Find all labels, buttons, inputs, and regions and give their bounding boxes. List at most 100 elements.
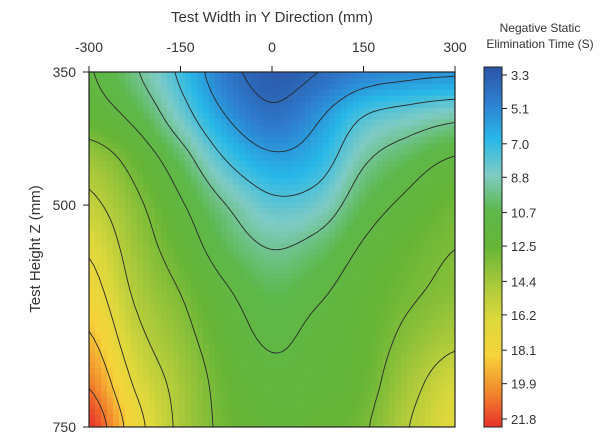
heatmap-cell bbox=[275, 202, 282, 209]
heatmap-cell bbox=[143, 184, 150, 191]
heatmap-cell bbox=[233, 237, 240, 245]
heatmap-cell bbox=[311, 415, 318, 422]
heatmap-cell bbox=[371, 77, 378, 85]
heatmap-cell bbox=[389, 320, 396, 328]
heatmap-cell bbox=[359, 95, 366, 103]
heatmap-cell bbox=[437, 296, 444, 304]
heatmap-cell bbox=[239, 137, 246, 144]
heatmap-cell bbox=[149, 350, 156, 357]
heatmap-cell bbox=[383, 237, 390, 245]
heatmap-cell bbox=[227, 143, 234, 150]
heatmap-cell bbox=[203, 397, 210, 404]
heatmap-cell bbox=[371, 409, 378, 416]
heatmap-cell bbox=[137, 83, 144, 91]
heatmap-cell bbox=[245, 397, 252, 404]
heatmap-cell bbox=[167, 338, 174, 345]
heatmap-cell bbox=[377, 89, 384, 97]
heatmap-cell bbox=[89, 154, 96, 162]
heatmap-cell bbox=[317, 296, 324, 304]
heatmap-cell bbox=[209, 107, 216, 115]
heatmap-cell bbox=[353, 296, 360, 304]
heatmap-cell bbox=[89, 219, 96, 227]
heatmap-cell bbox=[257, 202, 264, 209]
heatmap-cell bbox=[257, 89, 264, 97]
heatmap-cell bbox=[365, 196, 372, 203]
colorbar-title-line-1: Negative Static bbox=[500, 21, 581, 35]
heatmap-cell bbox=[155, 107, 162, 115]
heatmap-cell bbox=[431, 89, 438, 97]
heatmap-cell bbox=[425, 267, 432, 274]
heatmap-cell bbox=[443, 356, 450, 363]
heatmap-cell bbox=[395, 302, 402, 310]
heatmap-cell bbox=[329, 373, 336, 381]
heatmap-cell bbox=[293, 131, 300, 138]
heatmap-cell bbox=[269, 83, 276, 91]
heatmap-cell bbox=[251, 373, 258, 381]
heatmap-cell bbox=[191, 367, 198, 375]
heatmap-cell bbox=[275, 72, 282, 79]
heatmap-cell bbox=[95, 101, 102, 109]
heatmap-cell bbox=[353, 184, 360, 191]
heatmap-cell bbox=[341, 160, 348, 168]
heatmap-cell bbox=[425, 296, 432, 304]
heatmap-cell bbox=[215, 113, 222, 120]
heatmap-cell bbox=[419, 415, 426, 422]
heatmap-cell bbox=[323, 214, 330, 221]
heatmap-cell bbox=[221, 255, 228, 262]
heatmap-cell bbox=[173, 166, 180, 174]
heatmap-cell bbox=[257, 267, 264, 274]
heatmap-cell bbox=[257, 131, 264, 138]
heatmap-cell bbox=[227, 237, 234, 245]
heatmap-cell bbox=[185, 249, 192, 257]
heatmap-cell bbox=[263, 391, 270, 399]
heatmap-cell bbox=[413, 379, 420, 387]
heatmap-cell bbox=[449, 320, 455, 328]
heatmap-cell bbox=[323, 326, 330, 333]
heatmap-cell bbox=[299, 77, 306, 85]
heatmap-cell bbox=[155, 332, 162, 339]
heatmap-cell bbox=[407, 131, 414, 138]
heatmap-cell bbox=[167, 214, 174, 221]
heatmap-cell bbox=[383, 302, 390, 310]
heatmap-cell bbox=[359, 172, 366, 180]
heatmap-cell bbox=[221, 379, 228, 387]
heatmap-cell bbox=[113, 190, 120, 197]
heatmap-cell bbox=[227, 332, 234, 339]
heatmap-cell bbox=[239, 320, 246, 328]
heatmap-cell bbox=[173, 296, 180, 304]
heatmap-cell bbox=[149, 373, 156, 381]
heatmap-cell bbox=[425, 421, 432, 427]
heatmap-cell bbox=[431, 172, 438, 180]
heatmap-cell bbox=[119, 184, 126, 191]
heatmap-cell bbox=[197, 356, 204, 363]
heatmap-cell bbox=[149, 255, 156, 262]
heatmap-cell bbox=[215, 296, 222, 304]
heatmap-cell bbox=[155, 125, 162, 132]
heatmap-cell bbox=[305, 154, 312, 162]
heatmap-cell bbox=[155, 285, 162, 292]
heatmap-cell bbox=[203, 148, 210, 156]
heatmap-cell bbox=[353, 131, 360, 138]
heatmap-cell bbox=[389, 361, 396, 369]
heatmap-cell bbox=[101, 137, 108, 144]
heatmap-cell bbox=[443, 219, 450, 227]
heatmap-cell bbox=[143, 125, 150, 132]
heatmap-cell bbox=[263, 202, 270, 209]
heatmap-cell bbox=[347, 320, 354, 328]
heatmap-cell bbox=[95, 290, 102, 298]
heatmap-cell bbox=[317, 421, 324, 427]
heatmap-cell bbox=[305, 196, 312, 203]
heatmap-cell bbox=[293, 356, 300, 363]
heatmap-cell bbox=[149, 290, 156, 298]
heatmap-cell bbox=[389, 172, 396, 180]
heatmap-cell bbox=[203, 72, 210, 79]
heatmap-cell bbox=[425, 101, 432, 109]
heatmap-cell bbox=[389, 231, 396, 239]
heatmap-cell bbox=[113, 77, 120, 85]
heatmap-cell bbox=[269, 267, 276, 274]
heatmap-cell bbox=[413, 184, 420, 191]
heatmap-cell bbox=[425, 261, 432, 268]
heatmap-cell bbox=[311, 361, 318, 369]
heatmap-cell bbox=[371, 154, 378, 162]
